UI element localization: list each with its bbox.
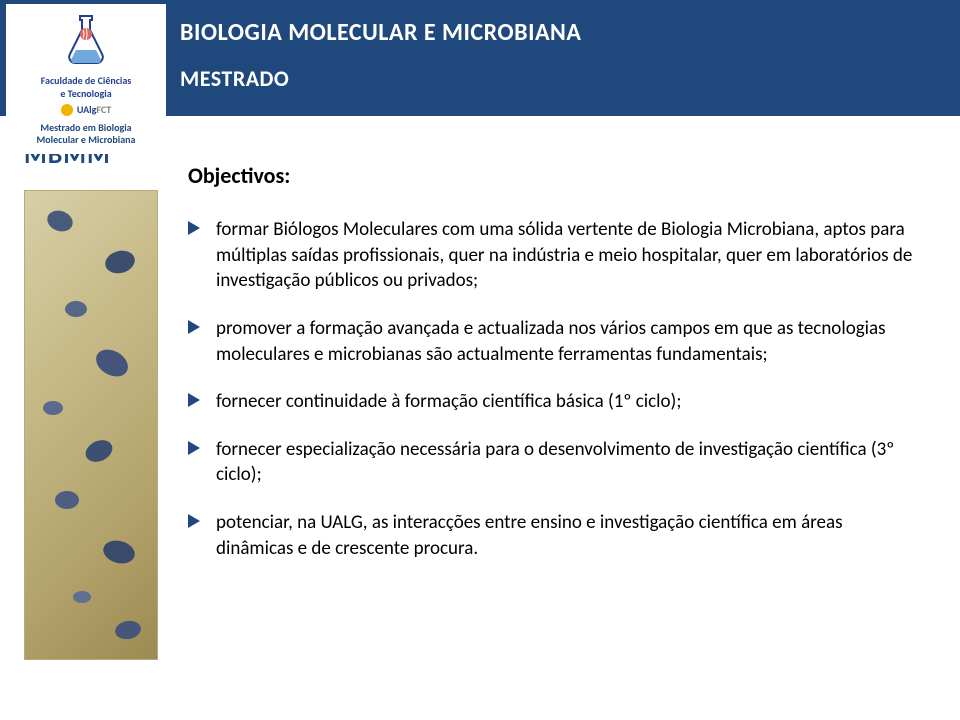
list-item-text: potenciar, na UALG, as interacções entre…: [216, 511, 843, 560]
bullet-arrow-icon: [188, 514, 200, 528]
objectives-title: Objectivos:: [188, 162, 920, 189]
brand-fct: FCT: [96, 103, 111, 116]
brand-text: UAlgFCT: [77, 103, 111, 116]
header-title: BIOLOGIA MOLECULAR E MICROBIANA: [180, 18, 581, 47]
list-item-text: fornecer continuidade à formação científ…: [216, 390, 681, 413]
list-item: formar Biólogos Moleculares com uma sóli…: [188, 217, 920, 294]
institution-line1: Faculdade de Ciências: [12, 74, 160, 87]
flask-icon: [12, 10, 160, 70]
logo-block: Faculdade de Ciências e Tecnologia UAlgF…: [6, 4, 166, 154]
mestrado-line2: Molecular e Microbiana: [12, 134, 160, 146]
brand-badge-icon: [61, 104, 73, 116]
list-item: fornecer especialização necessária para …: [188, 437, 920, 488]
institution-brand: UAlgFCT: [12, 103, 160, 116]
bullet-arrow-icon: [188, 441, 200, 455]
list-item: fornecer continuidade à formação científ…: [188, 389, 920, 415]
objectives-list: formar Biólogos Moleculares com uma sóli…: [188, 217, 920, 561]
header-text-block: BIOLOGIA MOLECULAR E MICROBIANA MESTRADO: [180, 18, 581, 92]
content-area: Objectivos: formar Biólogos Moleculares …: [170, 116, 960, 720]
list-item: promover a formação avançada e actualiza…: [188, 316, 920, 367]
bullet-arrow-icon: [188, 393, 200, 407]
bullet-arrow-icon: [188, 221, 200, 235]
list-item-text: promover a formação avançada e actualiza…: [216, 317, 886, 366]
brand-ualg: UAlg: [77, 103, 97, 116]
left-column: MBMM: [0, 116, 170, 720]
list-item-text: fornecer especialização necessária para …: [216, 438, 894, 487]
list-item: potenciar, na UALG, as interacções entre…: [188, 510, 920, 561]
microscopy-image: [24, 190, 158, 660]
header-subtitle: MESTRADO: [180, 65, 581, 92]
bullet-arrow-icon: [188, 320, 200, 334]
institution-line2: e Tecnologia: [12, 87, 160, 100]
institution-lines: Faculdade de Ciências e Tecnologia: [12, 74, 160, 100]
list-item-text: formar Biólogos Moleculares com uma sóli…: [216, 218, 912, 292]
